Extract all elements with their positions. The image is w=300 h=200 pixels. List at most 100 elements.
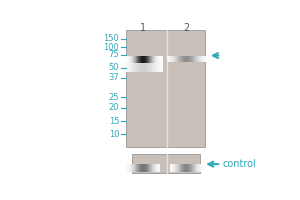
Text: 20: 20 [109,103,119,112]
Bar [197,164,198,172]
Bar [132,56,133,63]
Bar [173,56,174,62]
Bar [172,164,173,172]
Bar [198,56,199,62]
Bar [128,164,129,172]
Bar [202,56,203,62]
Text: 37: 37 [109,73,119,82]
Text: 1: 1 [140,23,146,33]
Bar [173,164,174,172]
Bar [171,56,172,62]
Bar [184,164,185,172]
Bar [141,164,142,172]
Bar [158,164,159,172]
Bar [155,63,156,72]
Bar [169,164,170,172]
Bar [204,56,205,62]
Bar [129,164,130,172]
Bar [129,63,130,72]
Bar [187,56,188,62]
Bar [136,164,137,172]
Bar [200,164,201,172]
Bar [133,56,134,63]
Bar [184,56,185,62]
Bar [148,63,149,72]
Bar [149,164,150,172]
Bar [124,56,125,63]
Bar [194,56,195,62]
Bar [168,56,169,62]
Bar [182,164,183,172]
Bar [192,164,193,172]
Bar [181,164,182,172]
Bar [138,63,139,72]
Bar [143,164,144,172]
Text: 15: 15 [109,117,119,126]
Bar [125,63,126,72]
Bar [139,164,140,172]
Bar [151,164,152,172]
Text: 50: 50 [109,63,119,72]
Bar [133,164,134,172]
Bar [137,164,138,172]
Bar [183,56,184,62]
Bar [135,164,136,172]
Bar [180,164,181,172]
Bar [144,63,145,72]
Bar [129,56,130,63]
Bar [155,164,156,172]
Bar [177,164,178,172]
Bar [133,63,134,72]
Bar [172,56,173,62]
Bar [186,164,187,172]
Bar [191,164,192,172]
Bar [177,56,178,62]
Bar [143,63,144,72]
Bar [130,164,131,172]
Bar [136,63,137,72]
Bar [201,56,202,62]
Bar [145,63,146,72]
Bar [147,56,148,63]
Bar [178,56,179,62]
Bar [186,56,187,62]
Bar [150,63,151,72]
Bar [140,56,141,63]
Bar [158,56,159,63]
Bar [195,56,196,62]
Bar [159,63,160,72]
Bar [176,56,177,62]
Bar [157,164,158,172]
Bar [147,63,148,72]
Bar [144,164,145,172]
Bar [137,56,138,63]
Bar [153,164,154,172]
Bar [127,56,128,63]
Bar [200,56,201,62]
Bar [141,56,142,63]
Bar [196,56,197,62]
Bar [170,56,171,62]
Bar [167,56,168,62]
Bar [132,154,200,173]
Text: 75: 75 [109,50,119,59]
Bar [190,56,191,62]
Bar [185,56,186,62]
Bar [195,164,196,172]
Bar [148,56,149,63]
Bar [128,56,129,63]
Bar [178,164,179,172]
Bar [171,164,172,172]
Bar [203,56,204,62]
Bar [135,56,136,63]
Bar [181,56,182,62]
Bar [142,63,143,72]
Bar [126,63,127,72]
Bar [131,56,132,63]
Bar [174,164,175,172]
Bar [156,164,157,172]
Bar [145,164,146,172]
Bar [201,164,202,172]
Bar [189,164,190,172]
Bar [124,63,125,72]
